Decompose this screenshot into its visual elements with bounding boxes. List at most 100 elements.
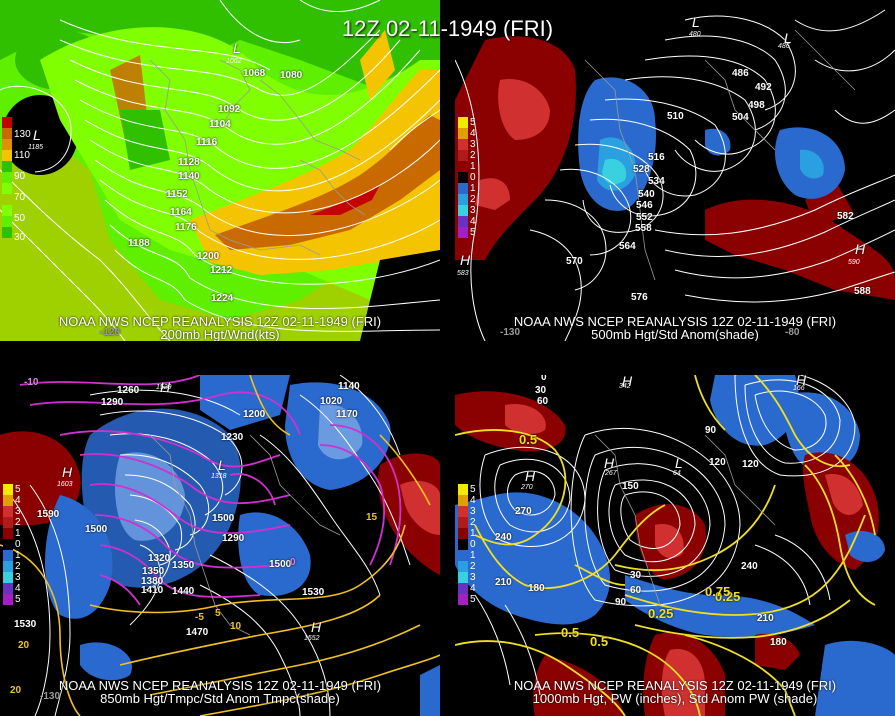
contour-label: 1170 <box>336 409 358 420</box>
high-pressure-value: 1529 <box>156 384 172 391</box>
panel-850mb-map: 5 4 3 2 1 0 1 2 3 4 5 1260 1290 1230 120… <box>0 375 440 716</box>
panel-caption-line2: 1000mb Hgt, PW (inches), Std Anom PW (sh… <box>532 691 818 706</box>
pw-contours <box>455 375 876 716</box>
contour-label: 120 <box>742 459 759 470</box>
contour-label: 540 <box>638 189 655 200</box>
low-pressure-value: 1318 <box>211 473 227 480</box>
low-pressure-value: 1062 <box>226 58 242 65</box>
temperature-label: 20 <box>18 640 30 651</box>
coastline-lines <box>584 29 856 281</box>
legend-tick: 3 <box>470 572 476 583</box>
high-pressure-value: 1552 <box>304 635 320 642</box>
longitude-label: -130 <box>500 327 521 338</box>
contour-label: 120 <box>709 457 726 468</box>
contour-label: 90 <box>705 425 717 436</box>
legend-tick: 2 <box>470 194 476 205</box>
contour-label: 1590 <box>37 509 60 520</box>
contour-label: 1068 <box>243 68 266 79</box>
page-title: 12Z 02-11-1949 (FRI) <box>341 16 554 41</box>
legend-tick: 2 <box>15 517 21 528</box>
coastline-lines <box>149 59 366 256</box>
contour-label: 1290 <box>222 533 245 544</box>
low-pressure-center: L <box>692 14 700 30</box>
contour-label: 210 <box>757 613 774 624</box>
pw-label: 0.25 <box>715 589 741 604</box>
low-pressure-value: 486 <box>778 43 790 50</box>
high-pressure-value: 270 <box>521 484 533 491</box>
legend-tick: 70 <box>14 192 26 203</box>
contour-label: 1350 <box>142 566 165 577</box>
contour-label: 1350 <box>172 560 195 571</box>
contour-label: 1080 <box>280 70 303 81</box>
legend-tick: 1 <box>470 550 476 561</box>
low-pressure-center: L <box>675 455 683 471</box>
low-pressure-value: 1185 <box>28 144 44 151</box>
low-pressure-center: L <box>33 127 41 143</box>
pw-label: 0.75 <box>705 584 731 599</box>
panel-caption-line2: 850mb Hgt/Tmpc/Std Anom Tmpc(shade) <box>100 691 340 706</box>
contour-label: 30 <box>630 570 642 581</box>
contour-label: 1200 <box>197 251 220 262</box>
legend-tick: 4 <box>15 495 21 506</box>
legend-tick: 30 <box>14 232 26 243</box>
panel-200mb-map: 130 110 90 70 50 30 1068 1080 1092 1104 … <box>0 0 440 341</box>
temperature-label: -10 <box>24 377 39 388</box>
anomaly-legend: 5 4 3 2 1 0 1 2 3 4 5 <box>458 117 478 238</box>
temperature-label: 15 <box>366 512 378 523</box>
wind-speed-shading <box>0 0 440 341</box>
panel-caption-line1: NOAA NWS NCEP REANALYSIS 12Z 02-11-1949 … <box>58 314 382 329</box>
legend-tick: 3 <box>15 506 21 517</box>
legend-tick: 0 <box>470 172 476 183</box>
contour-label: 576 <box>631 292 648 303</box>
anomaly-legend: 5 4 3 2 1 0 1 2 3 4 5 <box>458 484 478 605</box>
low-pressure-value: 480 <box>689 31 701 38</box>
contour-label: 1116 <box>196 137 218 148</box>
legend-tick: 4 <box>470 583 476 594</box>
contour-label: 1104 <box>209 119 231 130</box>
legend-tick: 4 <box>470 128 476 139</box>
legend-tick: 50 <box>14 213 26 224</box>
pw-label: 0.25 <box>648 606 674 621</box>
panel-caption-line1: NOAA NWS NCEP REANALYSIS 12Z 02-11-1949 … <box>513 314 837 329</box>
temperature-contours <box>19 375 402 606</box>
height-contours <box>0 0 440 341</box>
temperature-label: 0 <box>290 557 296 568</box>
high-pressure-value: 583 <box>457 270 469 277</box>
legend-tick: 3 <box>470 139 476 150</box>
legend-tick: 3 <box>470 506 476 517</box>
contour-label: 582 <box>837 211 854 222</box>
contour-label: 588 <box>854 286 871 297</box>
high-pressure-value: 1603 <box>57 481 73 488</box>
contour-label: 30 <box>535 385 547 396</box>
contour-label: 0 <box>541 375 547 383</box>
contour-label: 60 <box>537 396 549 407</box>
high-pressure-center: H <box>622 375 633 389</box>
contour-label: 510 <box>667 111 684 122</box>
high-pressure-center: H <box>62 464 73 480</box>
high-pressure-center: H <box>855 241 866 257</box>
temperature-label: 10 <box>230 621 242 632</box>
legend-tick: 130 <box>14 129 31 140</box>
height-contours <box>474 375 856 696</box>
legend-tick: 3 <box>15 572 21 583</box>
contour-label: 90 <box>615 597 627 608</box>
anomaly-shading <box>0 375 440 716</box>
legend-tick: 5 <box>470 227 476 238</box>
panel-500mb-map: 5 4 3 2 1 0 1 2 3 4 5 486 492 498 504 51… <box>455 0 895 341</box>
legend-tick: 1 <box>15 550 21 561</box>
contour-label: 546 <box>636 200 653 211</box>
contour-label: 534 <box>648 176 665 187</box>
legend-tick: 5 <box>470 117 476 128</box>
high-pressure-center: H <box>525 468 536 484</box>
high-pressure-center: H <box>796 375 807 388</box>
contour-label: 1530 <box>14 619 37 630</box>
contour-label: 1188 <box>128 238 150 249</box>
low-pressure-value: 64 <box>673 470 681 477</box>
temperature-label: 5 <box>215 608 221 619</box>
contour-label: 1164 <box>170 207 192 218</box>
contour-label: 564 <box>619 241 636 252</box>
wind-speed-legend: 130 110 90 70 50 30 <box>2 117 31 243</box>
high-pressure-center: H <box>460 252 471 268</box>
contour-label: 180 <box>528 583 545 594</box>
contour-label: 240 <box>741 561 758 572</box>
